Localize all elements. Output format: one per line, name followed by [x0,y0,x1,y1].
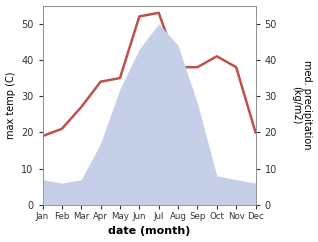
X-axis label: date (month): date (month) [108,227,190,236]
Y-axis label: med. precipitation
(kg/m2): med. precipitation (kg/m2) [291,60,313,150]
Y-axis label: max temp (C): max temp (C) [5,71,16,139]
